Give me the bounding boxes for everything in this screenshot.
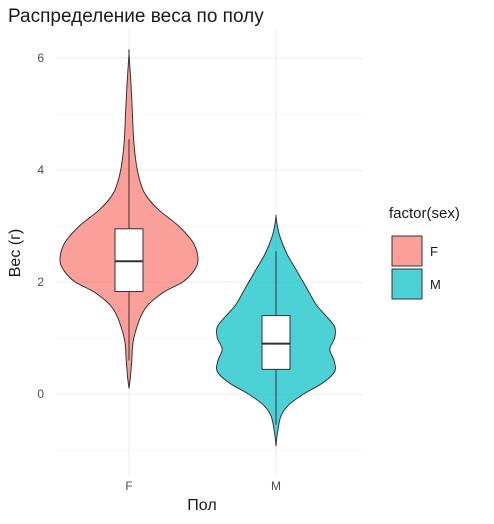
legend-title: factor(sex) (389, 205, 460, 222)
legend-label-f: F (430, 244, 438, 259)
legend-label-m: M (430, 277, 441, 292)
violin-layer (59, 48, 336, 447)
legend: factor(sex) F M (389, 205, 460, 300)
y-axis-title: Вес (г) (7, 229, 24, 278)
y-tick-label: 4 (37, 163, 44, 177)
y-tick-label: 6 (37, 51, 44, 65)
legend-key-f (391, 235, 423, 267)
x-tick-label: F (125, 479, 132, 493)
chart-title: Распределение веса по полу (8, 6, 264, 27)
violin-group-f (59, 48, 199, 389)
y-tick-label: 2 (37, 275, 44, 289)
box-f (114, 228, 144, 293)
x-tick-label: M (271, 479, 281, 493)
x-axis-title: Пол (187, 497, 216, 514)
y-tick-label: 0 (37, 387, 44, 401)
legend-key-m (391, 268, 423, 300)
y-axis-ticks: 0 2 4 6 (37, 51, 44, 401)
box-m (261, 315, 291, 370)
violin-group-m (215, 214, 336, 447)
